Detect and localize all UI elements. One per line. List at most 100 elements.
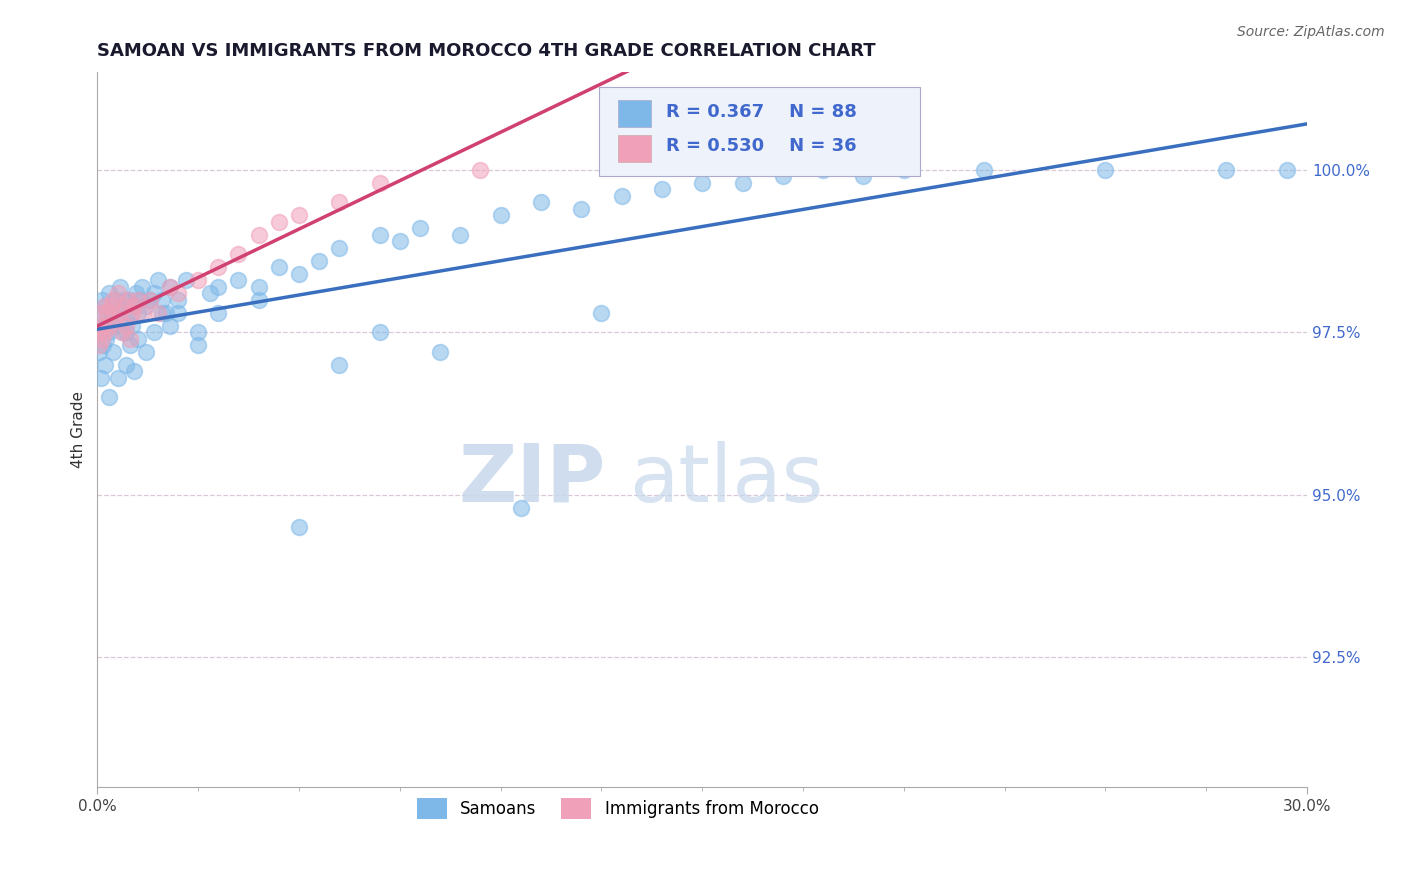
Point <box>591 306 613 320</box>
Point <box>247 280 270 294</box>
Point <box>118 332 141 346</box>
Point <box>267 260 290 275</box>
Text: R = 0.530    N = 36: R = 0.530 N = 36 <box>666 137 856 155</box>
Point <box>973 162 995 177</box>
Point <box>449 227 471 242</box>
Point <box>142 326 165 340</box>
Point <box>651 182 673 196</box>
Point <box>94 299 117 313</box>
Point <box>90 306 112 320</box>
Point <box>114 318 136 333</box>
Point <box>90 326 112 340</box>
Point <box>610 189 633 203</box>
FancyBboxPatch shape <box>617 135 651 161</box>
Point <box>127 306 149 320</box>
Point <box>90 371 112 385</box>
Point <box>167 293 190 307</box>
Point <box>110 326 132 340</box>
Point <box>328 195 350 210</box>
Point <box>247 227 270 242</box>
Point <box>155 306 177 320</box>
Point <box>124 286 146 301</box>
Point <box>207 260 229 275</box>
Point <box>308 253 330 268</box>
Point <box>429 344 451 359</box>
Point <box>89 344 111 359</box>
Point <box>94 358 117 372</box>
Point <box>118 293 141 307</box>
Point <box>93 299 115 313</box>
Text: atlas: atlas <box>630 441 824 519</box>
Point <box>90 326 112 340</box>
Y-axis label: 4th Grade: 4th Grade <box>72 392 86 468</box>
Point <box>94 326 117 340</box>
Point <box>142 286 165 301</box>
Text: SAMOAN VS IMMIGRANTS FROM MOROCCO 4TH GRADE CORRELATION CHART: SAMOAN VS IMMIGRANTS FROM MOROCCO 4TH GR… <box>97 42 876 60</box>
Text: ZIP: ZIP <box>458 441 606 519</box>
Point <box>117 293 139 307</box>
Point <box>98 318 121 333</box>
Point <box>150 306 173 320</box>
Point <box>139 293 162 307</box>
Point <box>118 338 141 352</box>
Point <box>93 318 115 333</box>
Point <box>207 280 229 294</box>
Point <box>368 326 391 340</box>
Point <box>127 332 149 346</box>
Point <box>135 344 157 359</box>
Point <box>112 293 135 307</box>
Point <box>110 326 132 340</box>
FancyBboxPatch shape <box>599 87 920 176</box>
Point <box>107 371 129 385</box>
Point <box>146 273 169 287</box>
Point <box>852 169 875 184</box>
Point <box>100 299 122 313</box>
Point <box>288 267 311 281</box>
Point <box>187 326 209 340</box>
Point <box>159 280 181 294</box>
Point <box>150 293 173 307</box>
Point <box>1215 162 1237 177</box>
Point <box>93 318 115 333</box>
Point <box>131 306 153 320</box>
Point <box>107 299 129 313</box>
Point <box>509 500 531 515</box>
Point <box>122 299 145 313</box>
Point <box>569 202 592 216</box>
Point <box>122 299 145 313</box>
Point <box>93 338 115 352</box>
Point <box>288 208 311 222</box>
Point <box>489 208 512 222</box>
Point <box>167 286 190 301</box>
Point <box>91 332 114 346</box>
Point <box>1094 162 1116 177</box>
Point <box>388 235 411 249</box>
Point <box>328 241 350 255</box>
Point <box>117 306 139 320</box>
Point <box>146 306 169 320</box>
Point <box>1275 162 1298 177</box>
Text: Source: ZipAtlas.com: Source: ZipAtlas.com <box>1237 25 1385 39</box>
Point <box>98 326 121 340</box>
Point <box>108 306 131 320</box>
Point <box>131 280 153 294</box>
Point <box>139 293 162 307</box>
Point <box>228 247 250 261</box>
Point <box>90 306 112 320</box>
Point <box>368 176 391 190</box>
Point <box>530 195 553 210</box>
Point <box>135 299 157 313</box>
Legend: Samoans, Immigrants from Morocco: Samoans, Immigrants from Morocco <box>409 791 825 825</box>
Point <box>107 286 129 301</box>
Point <box>267 215 290 229</box>
Point <box>247 293 270 307</box>
Point <box>368 227 391 242</box>
Point <box>128 293 150 307</box>
Point <box>200 286 222 301</box>
Point <box>96 332 118 346</box>
Point <box>103 318 125 333</box>
Point <box>91 293 114 307</box>
Point <box>96 312 118 326</box>
Point <box>104 293 127 307</box>
Point <box>470 162 492 177</box>
